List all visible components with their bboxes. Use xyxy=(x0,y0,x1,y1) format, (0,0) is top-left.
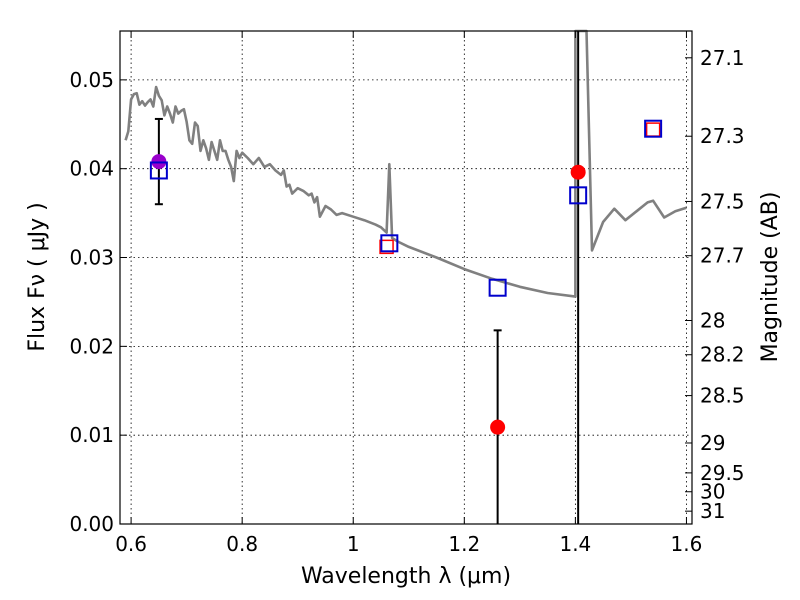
y2-tick-label: 30 xyxy=(700,480,725,504)
y2-tick-label: 27.1 xyxy=(700,46,745,70)
y-tick-label: 0.00 xyxy=(69,512,114,536)
x-tick-label: 1 xyxy=(347,532,360,556)
y-tick-label: 0.03 xyxy=(69,246,114,270)
model-spectrum xyxy=(124,29,687,298)
x-axis-ticks: 0.6 0.8 1 1.2 1.4 1.6 xyxy=(115,31,702,556)
grid xyxy=(120,31,692,525)
y2-tick-label: 27.5 xyxy=(700,189,745,213)
errorbars xyxy=(154,31,580,524)
y2-tick-label: 28 xyxy=(700,308,725,332)
observed-point xyxy=(570,164,586,180)
y-tick-label: 0.05 xyxy=(69,68,114,92)
y-axis-label: Flux Fν ( μJy ) xyxy=(25,202,50,351)
y2-tick-label: 28.2 xyxy=(700,343,745,367)
observed-point xyxy=(490,419,506,435)
x-tick-label: 0.6 xyxy=(115,532,147,556)
y2-axis-label: Magnitude (AB) xyxy=(758,192,783,363)
x-tick-label: 1.4 xyxy=(559,532,591,556)
model-photometry-square xyxy=(380,234,399,253)
y2-tick-label: 27.3 xyxy=(700,124,745,148)
model-spectrum-line xyxy=(124,29,687,298)
model-photometry-square xyxy=(488,278,507,297)
plot-frame xyxy=(119,30,693,525)
y2-tick-label: 27.7 xyxy=(700,244,745,268)
observed-square xyxy=(379,239,394,255)
y-tick-label: 0.01 xyxy=(69,423,114,447)
data-points xyxy=(149,119,663,435)
y-tick-label: 0.02 xyxy=(69,334,114,358)
model-photometry-square xyxy=(569,186,588,205)
y2-tick-label: 31 xyxy=(700,499,725,523)
y-axis-ticks: 0.00 0.01 0.02 0.03 0.04 0.05 xyxy=(69,68,127,536)
observed-square xyxy=(645,122,661,137)
y2-tick-label: 29.5 xyxy=(700,461,745,485)
y-tick-label: 0.04 xyxy=(69,157,114,181)
x-tick-label: 0.8 xyxy=(226,532,258,556)
x-axis-label: Wavelength λ (μm) xyxy=(301,564,511,589)
model-photometry-square xyxy=(644,119,663,138)
y2-tick-label: 28.5 xyxy=(700,384,745,408)
x-tick-label: 1.6 xyxy=(671,532,703,556)
y2-tick-label: 29 xyxy=(700,431,725,455)
x-tick-label: 1.2 xyxy=(448,532,480,556)
model-photometry-square xyxy=(149,161,168,180)
